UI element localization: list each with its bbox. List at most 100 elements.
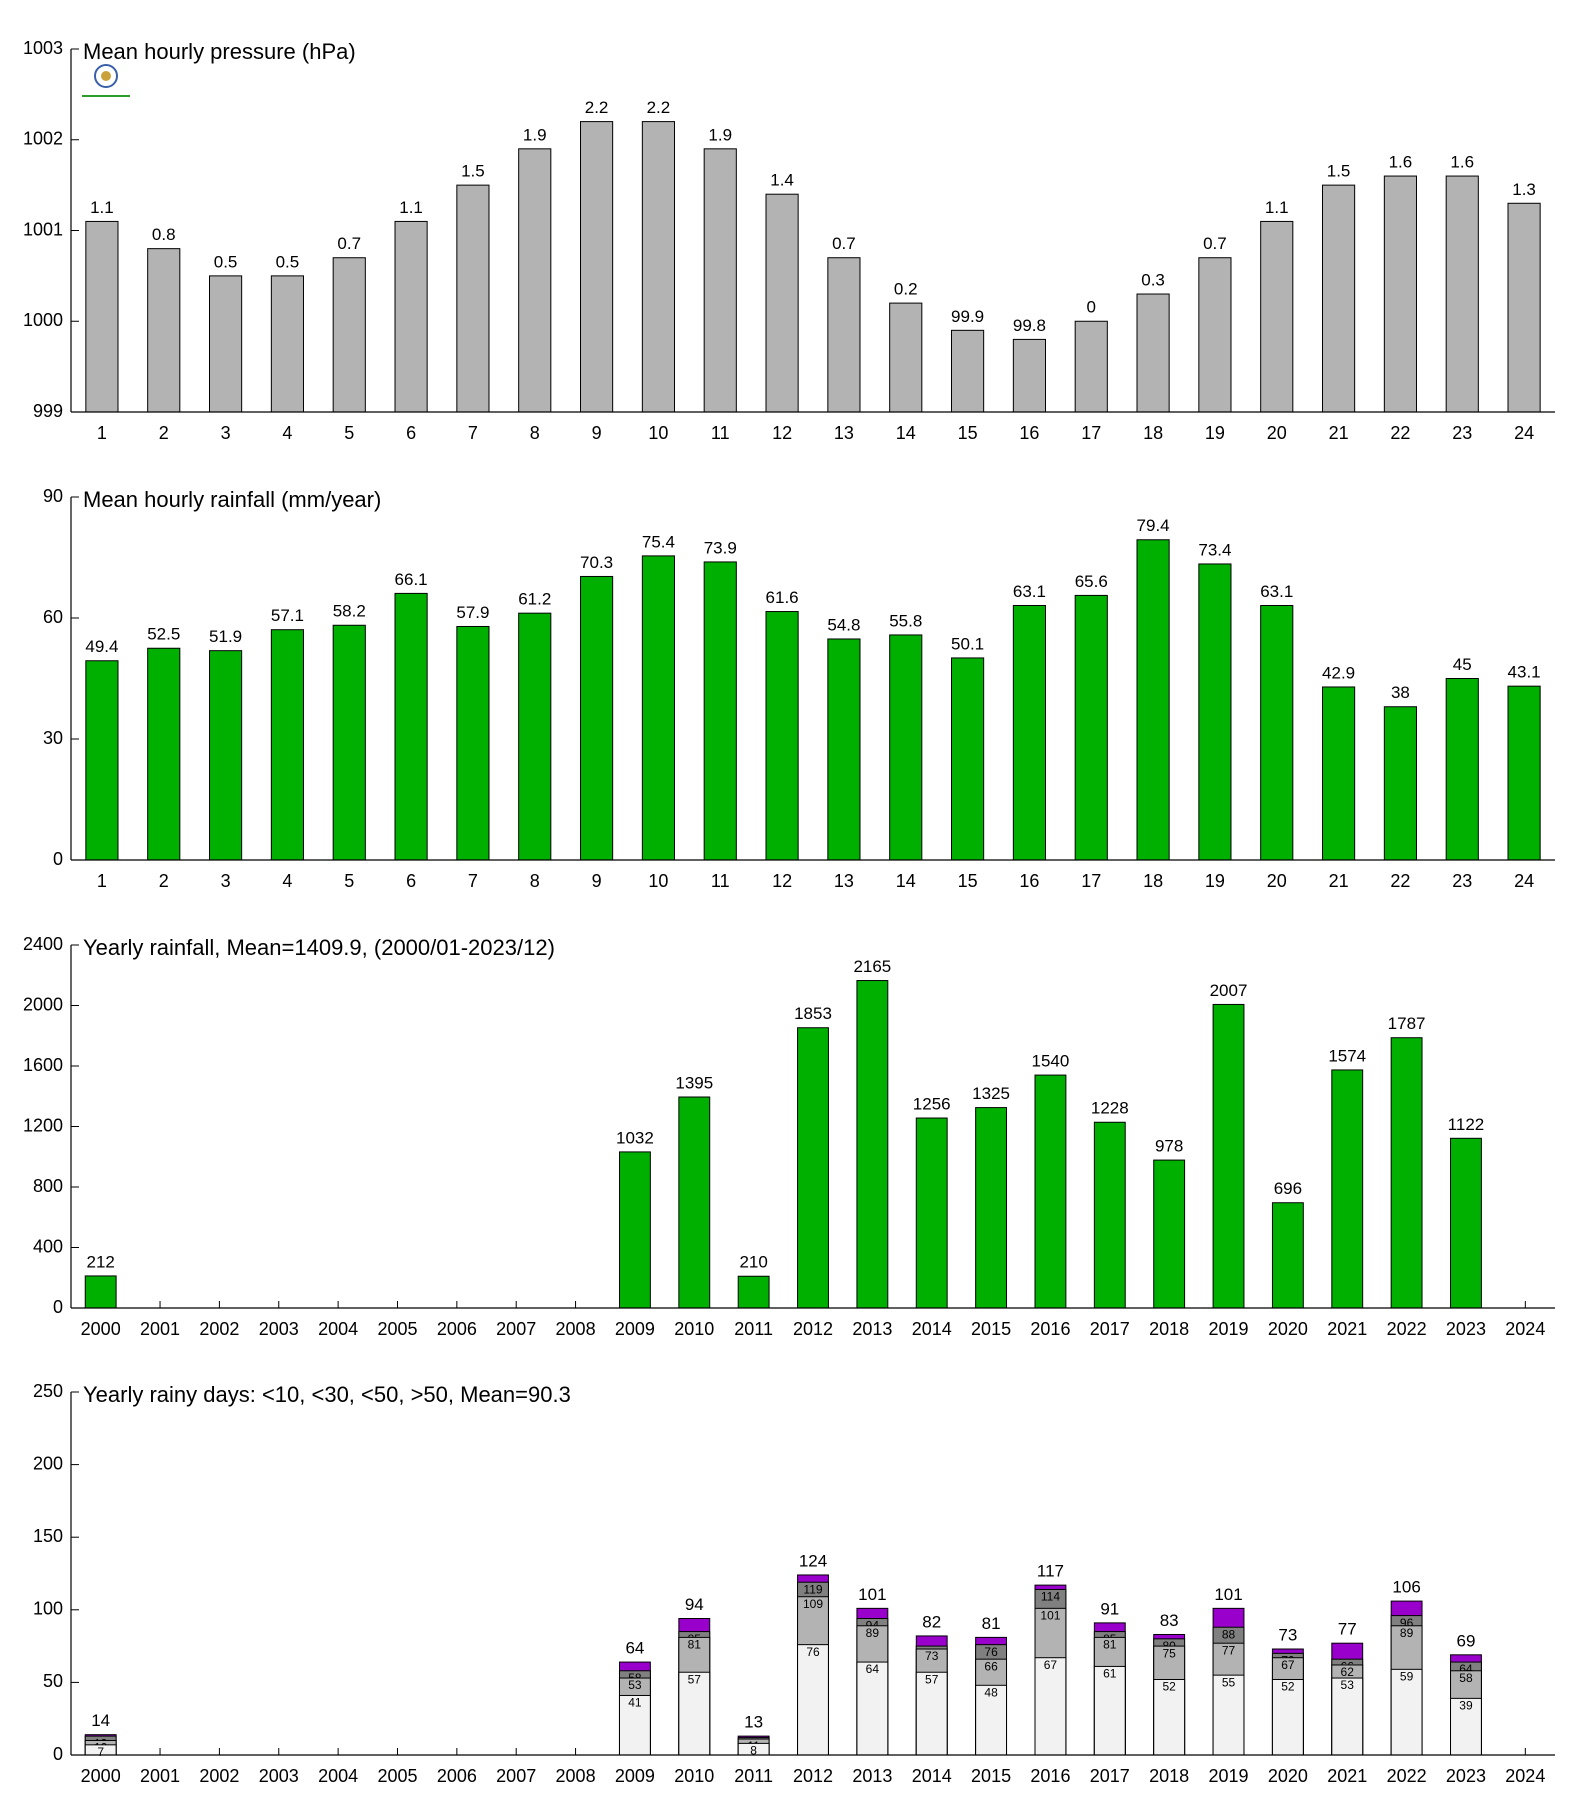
value-label: 1.5 <box>1327 162 1351 181</box>
bar-segment <box>1093 1665 1126 1756</box>
y-tick-label: 1000 <box>23 310 63 330</box>
bar <box>1198 257 1232 413</box>
x-tick-label: 23 <box>1452 423 1472 443</box>
value-label: 1228 <box>1091 1099 1129 1118</box>
bar <box>85 660 119 861</box>
bar <box>618 1151 651 1309</box>
segment-label: 109 <box>803 1597 823 1611</box>
bar <box>1093 1121 1126 1309</box>
value-label: 124 <box>799 1551 827 1570</box>
x-tick-label: 2024 <box>1505 1319 1545 1339</box>
bar <box>84 1275 117 1309</box>
chart-title: Yearly rainy days: <10, <30, <50, >50, M… <box>83 1382 571 1407</box>
value-label: 1.4 <box>770 171 794 190</box>
value-label: 81 <box>982 1614 1001 1633</box>
value-label: 38 <box>1391 683 1410 702</box>
x-tick-label: 2019 <box>1208 1319 1248 1339</box>
x-tick-label: 15 <box>958 871 978 891</box>
value-label: 63.1 <box>1260 582 1293 601</box>
bar <box>580 121 614 413</box>
x-tick-label: 2007 <box>496 1319 536 1339</box>
x-tick-label: 6 <box>406 871 416 891</box>
x-tick-label: 7 <box>468 423 478 443</box>
bar <box>1012 338 1046 413</box>
bar <box>703 148 737 413</box>
x-tick-label: 21 <box>1329 871 1349 891</box>
bar-segment <box>1331 1677 1364 1756</box>
value-label: 61.6 <box>766 588 799 607</box>
value-label: 1032 <box>616 1128 654 1147</box>
segment-label: 89 <box>1400 1626 1414 1640</box>
x-tick-label: 19 <box>1205 871 1225 891</box>
x-tick-label: 2022 <box>1387 1766 1427 1786</box>
x-tick-label: 24 <box>1514 871 1534 891</box>
value-label: 52.5 <box>147 625 180 644</box>
bar-segment <box>1212 1674 1245 1756</box>
bar <box>951 657 985 861</box>
value-label: 54.8 <box>827 615 860 634</box>
value-label: 73 <box>1278 1625 1297 1644</box>
value-label: 101 <box>858 1585 886 1604</box>
x-tick-label: 8 <box>530 423 540 443</box>
x-tick-label: 11 <box>711 423 730 443</box>
value-label: 2.2 <box>647 98 671 117</box>
bar <box>951 329 985 413</box>
x-tick-label: 11 <box>711 871 730 891</box>
x-tick-label: 21 <box>1329 423 1349 443</box>
bar <box>765 193 799 413</box>
value-label: 55.8 <box>889 611 922 630</box>
segment-label: 57 <box>925 1672 939 1686</box>
bar-segment <box>1034 1657 1067 1756</box>
logo <box>82 64 130 97</box>
bar <box>1383 706 1417 861</box>
value-label: 1.1 <box>399 198 423 217</box>
x-tick-label: 2014 <box>912 1319 952 1339</box>
value-label: 91 <box>1100 1599 1119 1618</box>
x-tick-label: 17 <box>1081 423 1101 443</box>
segment-label: 73 <box>925 1649 939 1663</box>
segment-label: 101 <box>1040 1609 1060 1623</box>
value-label: 42.9 <box>1322 663 1355 682</box>
bar <box>1445 175 1479 413</box>
bar <box>1012 604 1046 861</box>
x-tick-label: 2004 <box>318 1766 358 1786</box>
x-tick-label: 9 <box>592 871 602 891</box>
y-tick-label: 0 <box>53 1297 63 1317</box>
value-label: 51.9 <box>209 627 242 646</box>
bar <box>827 638 861 861</box>
value-label: 77 <box>1338 1620 1357 1639</box>
x-tick-label: 22 <box>1390 423 1410 443</box>
value-label: 1395 <box>675 1073 713 1092</box>
value-label: 1540 <box>1032 1052 1070 1071</box>
segment-label: 53 <box>1341 1678 1355 1692</box>
bar <box>1153 1159 1186 1309</box>
y-tick-label: 30 <box>43 728 63 748</box>
bar <box>1450 1137 1482 1309</box>
y-tick-label: 200 <box>33 1453 63 1473</box>
x-tick-label: 2010 <box>674 1319 714 1339</box>
x-tick-label: 2012 <box>793 1319 833 1339</box>
x-tick-label: 2002 <box>199 1319 239 1339</box>
x-tick-label: 3 <box>221 871 231 891</box>
bar-segment <box>678 1671 711 1756</box>
x-tick-label: 2012 <box>793 1766 833 1786</box>
segment-label: 58 <box>1459 1671 1473 1685</box>
value-label: 1.3 <box>1512 180 1536 199</box>
bar <box>1383 175 1417 413</box>
bar <box>1074 320 1108 413</box>
value-label: 0.7 <box>832 234 856 253</box>
bar <box>1260 604 1294 861</box>
value-label: 0.5 <box>214 252 238 271</box>
x-tick-label: 20 <box>1267 423 1287 443</box>
value-label: 63.1 <box>1013 582 1046 601</box>
bar <box>1390 1037 1423 1309</box>
segment-label: 52 <box>1281 1680 1295 1694</box>
x-tick-label: 10 <box>648 871 668 891</box>
bar-segment <box>1271 1678 1304 1756</box>
value-label: 49.4 <box>85 637 118 656</box>
bar <box>518 148 552 413</box>
bar <box>456 625 490 861</box>
bar <box>1507 202 1541 413</box>
x-tick-label: 2000 <box>81 1319 121 1339</box>
bar <box>1136 539 1170 861</box>
